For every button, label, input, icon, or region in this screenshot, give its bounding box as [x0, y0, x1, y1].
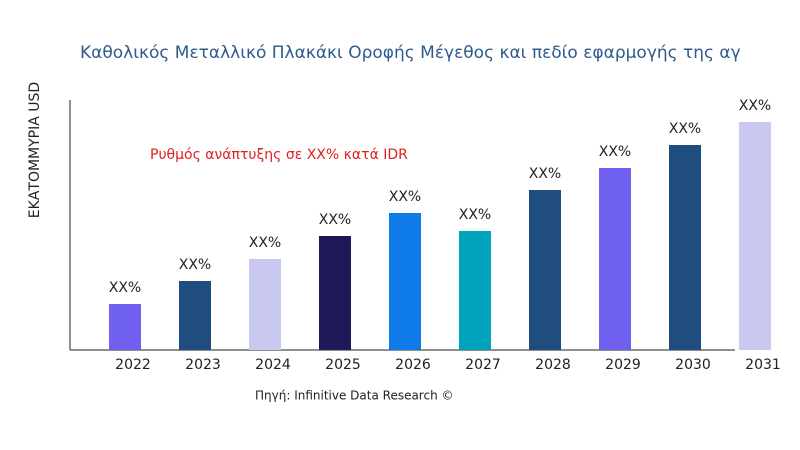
bar — [319, 236, 351, 350]
x-tick-label: 2024 — [255, 357, 291, 373]
y-axis-label: ΕΚΑΤΟΜΜΥΡΙΑ USD — [27, 82, 43, 218]
bar — [249, 259, 281, 350]
bar — [529, 190, 561, 350]
x-tick-label: 2022 — [115, 357, 151, 373]
value-label: XX% — [459, 207, 491, 223]
value-label: XX% — [669, 121, 701, 137]
bar — [599, 168, 631, 350]
chart-title: Καθολικός Μεταλλικό Πλακάκι Οροφής Μέγεθ… — [80, 43, 741, 63]
bar — [739, 122, 771, 350]
x-tick-label: 2028 — [535, 357, 571, 373]
bar — [459, 231, 491, 350]
x-tick-label: 2023 — [185, 357, 221, 373]
value-label: XX% — [599, 144, 631, 160]
x-tick-label: 2029 — [605, 357, 641, 373]
bar — [389, 213, 421, 350]
annotation: Ρυθμός ανάπτυξης σε XX% κατά IDR — [150, 147, 408, 163]
value-label: XX% — [529, 166, 561, 182]
value-label: XX% — [179, 257, 211, 273]
x-tick-label: 2025 — [325, 357, 361, 373]
x-tick-label: 2030 — [675, 357, 711, 373]
bar — [179, 281, 211, 350]
value-label: XX% — [249, 235, 281, 251]
value-label: XX% — [739, 98, 771, 114]
source: Πηγή: Infinitive Data Research © — [255, 389, 454, 403]
x-tick-label: 2027 — [465, 357, 501, 373]
value-label: XX% — [389, 189, 421, 205]
x-tick-label: 2026 — [395, 357, 431, 373]
x-tick-label: 2031 — [745, 357, 781, 373]
bar — [669, 145, 701, 350]
value-label: XX% — [319, 212, 351, 228]
value-label: XX% — [109, 280, 141, 296]
bar — [109, 304, 141, 350]
